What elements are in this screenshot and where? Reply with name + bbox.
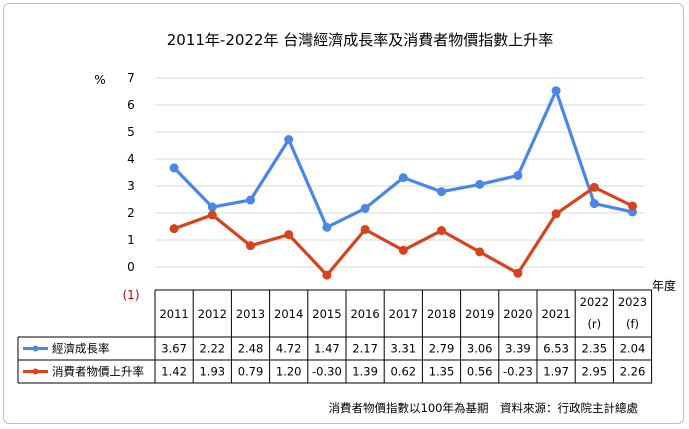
y-tick-label: 1	[127, 233, 135, 247]
x-tick-note: (f)	[626, 317, 639, 331]
data-label: 3.67	[161, 342, 187, 356]
legend-label: 消費者物價上升率	[52, 365, 144, 379]
data-point	[513, 170, 523, 180]
data-point	[322, 222, 332, 232]
chart-title: 2011年-2022年 台灣經濟成長率及消費者物價指數上升率	[167, 31, 554, 49]
data-label: 0.62	[390, 365, 416, 379]
x-tick-label: 2019	[465, 307, 494, 321]
data-point	[284, 230, 294, 240]
data-label: 3.06	[467, 342, 493, 356]
data-label: 1.20	[276, 365, 302, 379]
x-tick-label: 2018	[427, 307, 456, 321]
x-tick-label: 2023	[618, 295, 647, 309]
data-label: 1.97	[543, 365, 569, 379]
x-tick-note: (r)	[587, 317, 601, 331]
legend-marker	[32, 345, 39, 352]
data-point	[437, 187, 446, 197]
data-label: 4.72	[276, 342, 302, 356]
y-tick-label: 6	[127, 98, 135, 112]
x-tick-label: 2022	[580, 295, 609, 309]
data-label: 2.48	[238, 342, 264, 356]
x-tick-label: 2016	[350, 307, 379, 321]
x-tick-label: 2013	[236, 307, 265, 321]
y-tick-label: 0	[127, 260, 135, 274]
data-label: 1.93	[199, 365, 225, 379]
data-label: 1.47	[314, 342, 340, 356]
footnote: 消費者物價指數以100年為基期 資料來源：行政院主計總處	[329, 401, 639, 415]
data-point	[589, 199, 599, 209]
data-point	[398, 245, 408, 255]
data-point	[169, 224, 179, 234]
data-label: 2.04	[620, 342, 646, 356]
data-point	[246, 241, 255, 251]
data-point	[475, 247, 485, 257]
data-label: 2.17	[352, 342, 378, 356]
data-point	[284, 135, 294, 145]
data-label: 0.79	[238, 365, 264, 379]
x-tick-label: 2011	[159, 307, 188, 321]
x-tick-label: 2017	[389, 307, 418, 321]
data-point	[398, 173, 408, 183]
data-label: 2.22	[199, 342, 225, 356]
y-tick-label: 3	[127, 179, 135, 193]
x-tick-label: 2020	[503, 307, 532, 321]
y-axis-label: %	[94, 73, 105, 87]
y-tick-label: 4	[127, 152, 135, 166]
data-label: 3.31	[390, 342, 416, 356]
data-label: 2.26	[620, 365, 646, 379]
data-point	[207, 210, 217, 220]
data-label: -0.30	[312, 365, 342, 379]
data-point	[475, 179, 485, 189]
legend-label: 經濟成長率	[52, 342, 110, 356]
data-label: 1.42	[161, 365, 187, 379]
data-point	[551, 209, 561, 219]
y-tick-label: 5	[127, 125, 135, 139]
data-point	[628, 201, 637, 211]
data-point	[360, 224, 370, 234]
data-point	[322, 270, 332, 280]
data-point	[437, 226, 446, 236]
data-point	[360, 203, 370, 213]
data-label: 1.35	[429, 365, 455, 379]
data-point	[513, 268, 523, 278]
y-tick-label: (1)	[123, 288, 140, 302]
x-tick-label: 2014	[274, 307, 303, 321]
data-point	[589, 182, 599, 192]
data-label: 2.79	[429, 342, 455, 356]
data-label: -0.23	[503, 365, 533, 379]
y-tick-label: 2	[127, 206, 135, 220]
x-axis-label: 年度	[652, 278, 676, 293]
data-label: 3.39	[505, 342, 531, 356]
data-label: 6.53	[543, 342, 569, 356]
data-label: 2.35	[581, 342, 607, 356]
data-point	[207, 202, 217, 212]
x-tick-label: 2012	[198, 307, 227, 321]
data-label: 1.39	[352, 365, 378, 379]
x-tick-label: 2021	[541, 307, 570, 321]
data-point	[551, 86, 561, 96]
legend-marker	[32, 368, 39, 375]
data-label: 2.95	[581, 365, 607, 379]
data-label: 0.56	[467, 365, 493, 379]
data-point	[246, 195, 255, 205]
y-tick-label: 7	[127, 71, 135, 85]
data-point	[169, 163, 179, 173]
x-tick-label: 2015	[312, 307, 341, 321]
